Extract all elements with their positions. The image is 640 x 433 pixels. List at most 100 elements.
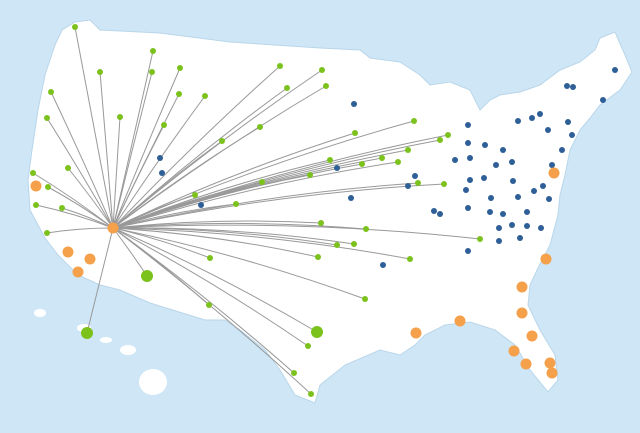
airport-dot [496,225,502,231]
airport-dot [569,132,575,138]
route [112,220,322,229]
route [35,204,114,229]
airport-dot [161,122,167,128]
airport-dot [537,111,543,117]
airport-dot [510,178,516,184]
airport-dot [157,155,163,161]
airport-dot [315,254,321,260]
island [34,309,46,317]
route [112,85,327,229]
airport-dot [65,165,71,171]
airport-dot [500,147,506,153]
route [112,227,319,258]
airport-dot [30,180,42,192]
airport-dot [334,165,340,171]
airport-dot [538,225,544,231]
route [112,124,165,229]
airport-dot [59,205,65,211]
airport-dot [348,195,354,201]
airport-dot [410,327,422,339]
airport-dot [277,63,283,69]
airport-dot [531,188,537,194]
airport-dot [141,270,153,282]
airport-dot [45,184,51,190]
us-outline [27,19,633,404]
airports [30,24,618,397]
route [112,71,153,229]
airport-dot [84,253,96,265]
airport-dot [311,326,323,338]
airport-dot [33,202,39,208]
island [120,345,136,355]
airport-dot [305,343,311,349]
airport-dot [548,167,560,179]
route [112,69,323,229]
route [46,227,114,234]
route [112,120,415,229]
airport-dot [307,172,313,178]
airport-dot [496,238,502,244]
route [112,116,121,229]
airport-dot [405,183,411,189]
airport-dot [257,124,263,130]
airport-dot [515,118,521,124]
route [112,87,288,229]
airport-dot [72,24,78,30]
airport-dot [323,83,329,89]
route [112,227,366,300]
airport-dot [81,327,93,339]
airport-dot [437,211,443,217]
airport-dot [412,173,418,179]
route [67,167,114,229]
airport-dot [545,127,551,133]
airport-dot [477,236,483,242]
airport-dot [524,209,530,215]
route [112,67,181,229]
airport-dot [515,194,521,200]
airport-dot [540,253,552,265]
airport-dot [72,266,84,278]
airport-dot [159,170,165,176]
airport-dot [488,195,494,201]
airport-dot [570,84,576,90]
airport-dot [482,142,488,148]
airport-dot [291,370,297,376]
airport-dot [559,147,565,153]
route [46,117,114,229]
airport-dot [206,302,212,308]
airport-dot [516,307,528,319]
airport-dot [546,196,552,202]
airport-dot [544,357,556,369]
airport-dot [437,137,443,143]
airport-dot [565,119,571,125]
airport-dot [441,181,447,187]
airport-dot [219,138,225,144]
airport-dot [465,122,471,128]
airport-dot [327,157,333,163]
airport-dot [259,179,265,185]
airport-dot [411,118,417,124]
airport-dot [380,262,386,268]
airport-dot [233,201,239,207]
route [112,182,419,229]
route [112,227,338,246]
route [112,161,399,229]
airport-dot [445,132,451,138]
airport-dot [467,155,473,161]
airport-dot [549,162,555,168]
airport-dot [62,246,74,258]
airport-dot [352,130,358,136]
route [99,71,114,229]
route [112,183,445,229]
airport-dot [540,183,546,189]
airport-dot [202,93,208,99]
airport-dot [198,202,204,208]
airport-dot [517,235,523,241]
route [112,224,481,240]
route [112,227,295,374]
airport-dot [48,89,54,95]
airport-dot [465,140,471,146]
route [112,181,263,229]
airport-dot [509,222,515,228]
island [100,337,112,343]
